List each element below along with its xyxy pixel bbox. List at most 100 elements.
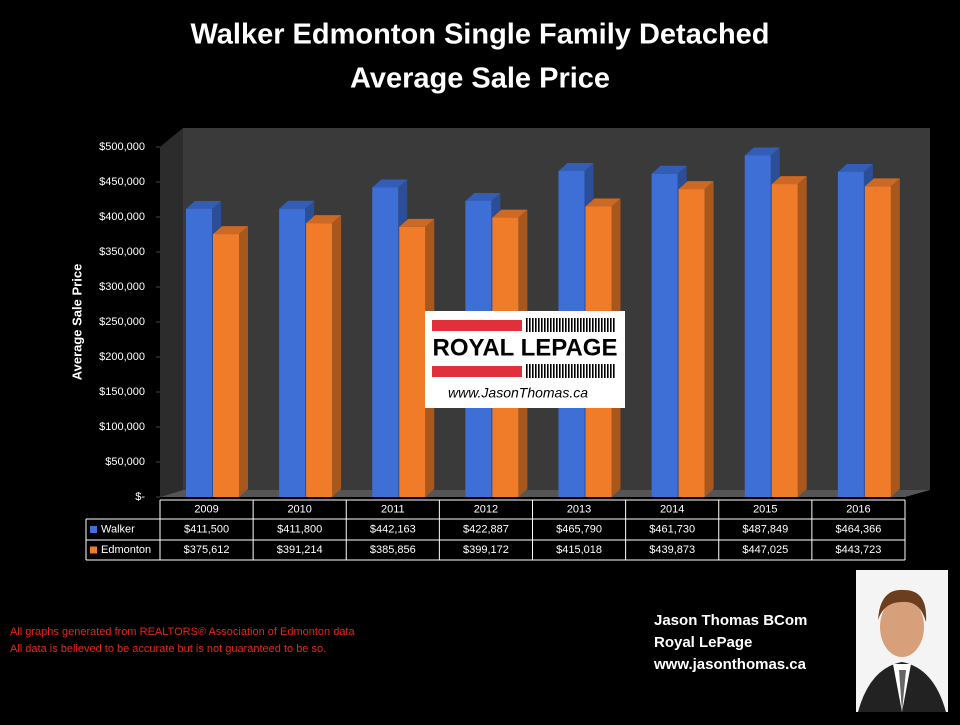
bar-top: [744, 147, 780, 156]
chart-title: Walker Edmonton Single Family Detached: [190, 19, 769, 51]
legend-swatch: [90, 546, 97, 554]
barcode-bar: [565, 318, 567, 332]
barcode-bar: [604, 318, 606, 332]
y-tick-label: $400,000: [99, 211, 145, 223]
barcode-bar: [574, 364, 576, 378]
barcode-bar: [583, 318, 585, 332]
x-tick-label: 2009: [194, 503, 218, 515]
bar-top: [771, 176, 807, 185]
table-value: $487,849: [742, 523, 788, 535]
y-tick-label: $350,000: [99, 246, 145, 258]
photo: [856, 570, 948, 712]
bar-top: [213, 226, 248, 235]
table-value: $461,730: [649, 523, 695, 535]
barcode-bar: [607, 318, 609, 332]
barcode-bar: [598, 364, 600, 378]
table-value: $464,366: [835, 523, 881, 535]
barcode-bar: [586, 364, 588, 378]
barcode-bar: [589, 364, 591, 378]
bar-top: [558, 162, 594, 171]
bar: [399, 226, 426, 497]
barcode-bar: [550, 318, 552, 332]
bar: [678, 189, 705, 497]
table-value: $422,887: [463, 523, 509, 535]
bar-top: [651, 165, 687, 174]
barcode-bar: [595, 318, 597, 332]
bars: [186, 147, 900, 498]
table-value: $447,025: [742, 544, 788, 556]
barcode-bar: [568, 318, 570, 332]
table-value: $465,790: [556, 523, 602, 535]
barcode-bar: [610, 364, 612, 378]
bar-top: [279, 200, 315, 209]
barcode-bar: [553, 364, 555, 378]
barcode-bar: [580, 364, 582, 378]
x-tick-label: 2013: [567, 503, 591, 515]
barcode-bar: [565, 364, 567, 378]
x-tick-label: 2012: [474, 503, 498, 515]
barcode-bar: [571, 364, 573, 378]
photo-tie: [899, 670, 906, 712]
barcode-bar: [547, 318, 549, 332]
barcode-bar: [553, 318, 555, 332]
barcode-bar: [562, 364, 564, 378]
barcode-bar: [556, 364, 558, 378]
barcode-bar: [532, 364, 534, 378]
legend-label: Walker: [101, 523, 135, 535]
y-axis-label: Average Sale Price: [69, 264, 84, 381]
table-value: $439,873: [649, 544, 695, 556]
barcode-bar: [577, 318, 579, 332]
x-tick-label: 2010: [287, 503, 311, 515]
x-tick-label: 2016: [846, 503, 870, 515]
table-value: $385,856: [370, 544, 416, 556]
logo-url: www.JasonThomas.ca: [448, 385, 588, 401]
photo-face: [880, 597, 924, 657]
barcode-bar: [601, 364, 603, 378]
barcode-bar: [541, 364, 543, 378]
bar: [744, 155, 771, 497]
barcode-bar: [529, 364, 531, 378]
chart-subtitle: Average Sale Price: [350, 63, 610, 95]
y-tick-label: $500,000: [99, 141, 145, 153]
barcode-bar: [598, 318, 600, 332]
bar: [279, 208, 306, 498]
logo-brand: ROYAL LEPAGE: [433, 334, 618, 361]
table-value: $415,018: [556, 544, 602, 556]
barcode-bar: [538, 318, 540, 332]
table-value: $443,723: [835, 544, 881, 556]
bar: [306, 223, 333, 497]
signature-line: www.jasonthomas.ca: [653, 656, 807, 673]
legend-label: Edmonton: [101, 544, 151, 556]
table-value: $411,800: [277, 523, 322, 535]
barcode-bar: [595, 364, 597, 378]
bar: [213, 234, 239, 497]
barcode-bar: [586, 318, 588, 332]
table-value: $442,163: [370, 523, 416, 535]
bar-top: [306, 215, 342, 224]
barcode-bar: [526, 318, 528, 332]
barcode-bar: [580, 318, 582, 332]
bar: [837, 171, 864, 498]
legend-swatch: [90, 526, 97, 533]
y-tick-label: $50,000: [105, 456, 145, 468]
x-tick-label: 2015: [753, 503, 777, 515]
barcode-bar: [532, 318, 534, 332]
barcode-bar: [574, 318, 576, 332]
y-tick-label: $300,000: [99, 281, 145, 293]
bar-side: [704, 181, 714, 497]
barcode-bar: [613, 364, 615, 378]
bar-top: [186, 200, 221, 209]
x-tick-label: 2014: [660, 503, 684, 515]
x-tick-label: 2011: [381, 503, 405, 515]
bar-side: [239, 226, 248, 497]
table-value: $411,500: [184, 523, 229, 535]
bar-top: [678, 181, 714, 190]
barcode-bar: [559, 364, 561, 378]
barcode-bar: [562, 318, 564, 332]
y-tick-label: $150,000: [99, 386, 145, 398]
y-tick-label: $200,000: [99, 351, 145, 363]
signature-line: Royal LePage: [654, 634, 752, 651]
barcode-bar: [568, 364, 570, 378]
